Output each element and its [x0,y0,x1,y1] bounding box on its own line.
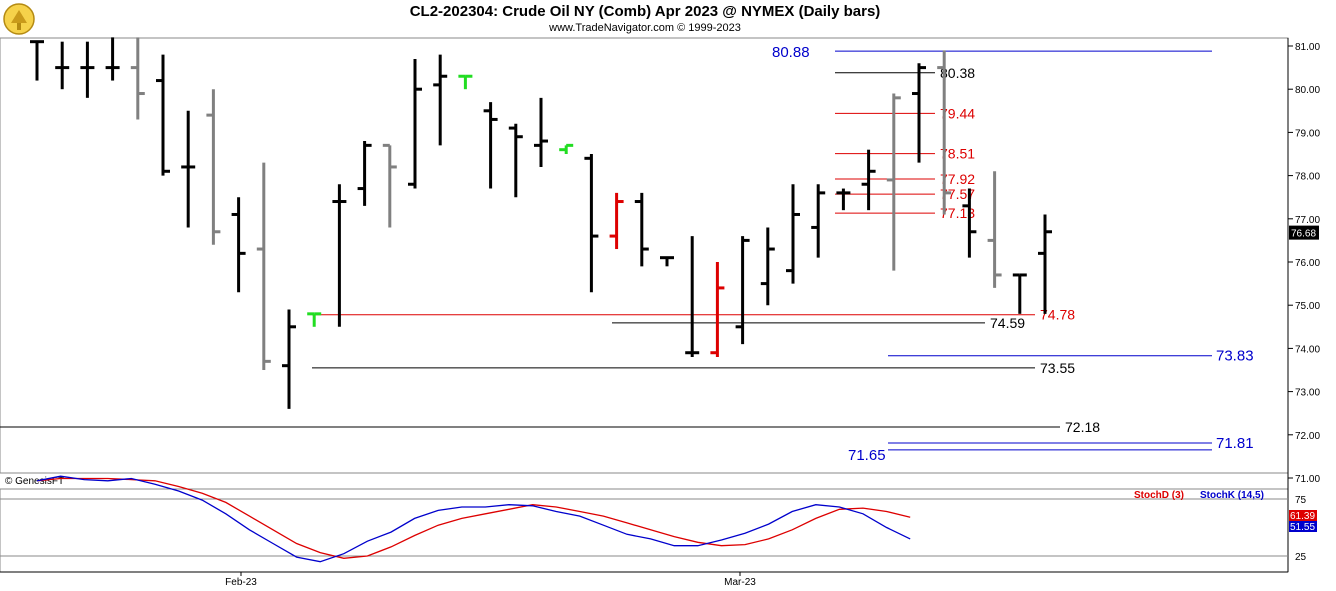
level-label: 71.65 [848,447,886,464]
stoch-k-last-label: 51.55 [1290,522,1315,533]
legend-stoch-d: StochD (3) [1134,490,1184,501]
level-label: 72.18 [1065,419,1100,435]
level-label: 77.57 [940,186,975,202]
price-axis: 71.00 72.00 73.00 74.00 75.00 76.00 77.00 78.00… [1288,42,1320,485]
last-price-label: 76.68 [1291,229,1316,240]
price-tick-label: 76.00 [1295,258,1320,269]
date-tick-label: Feb-23 [225,577,257,588]
stochastic-tick-label: 25 [1295,552,1307,563]
stoch-k-last-box [1289,521,1317,532]
stochastic-tick-label: 75 [1295,495,1307,506]
price-panel-frame [0,37,1289,474]
date-tick-label: Mar-23 [724,577,756,588]
chart-header: CL2-202304: Crude Oil NY (Comb) Apr 2023… [0,0,1290,38]
price-tick-label: 77.00 [1295,215,1320,226]
level-label: 74.59 [990,315,1025,331]
chart-subtitle: www.TradeNavigator.com © 1999-2023 [549,22,741,34]
level-label: 77.92 [940,171,975,187]
level-label: 71.81 [1216,435,1254,452]
level-label: 74.78 [1040,307,1075,323]
level-label: 77.13 [940,205,975,221]
price-tick-label: 72.00 [1295,431,1320,442]
price-tick-label: 80.00 [1295,85,1320,96]
level-label: 80.38 [940,65,975,81]
chart-title: CL2-202304: Crude Oil NY (Comb) Apr 2023… [409,3,881,20]
last-price-box [1289,225,1319,240]
price-tick-label: 73.00 [1295,388,1320,399]
date-axis: Feb-23 Mar-23 [0,571,1288,588]
price-tick-label: 75.00 [1295,301,1320,312]
legend-stoch-k: StochK (14,5) [1200,490,1264,501]
level-label: 73.83 [1216,348,1254,365]
price-tick-label: 81.00 [1295,42,1320,53]
genesis-watermark: © GenesisFT [5,476,64,487]
stochastic-line-k [36,475,911,563]
ohlc-bars [30,37,1052,409]
level-label: 79.44 [940,105,975,121]
level-label: 80.88 [772,44,810,61]
level-label: 73.55 [1040,360,1075,376]
level-label: 78.51 [940,146,975,162]
stochastic-line-d [36,477,911,559]
stoch-d-last-label: 61.39 [1290,511,1315,522]
price-tick-label: 71.00 [1295,474,1320,485]
price-tick-label: 78.00 [1295,172,1320,183]
price-tick-label: 79.00 [1295,128,1320,139]
price-tick-label: 74.00 [1295,344,1320,355]
stochastic-panel-frame [0,488,1289,573]
genesis-logo-icon [3,3,35,35]
stoch-d-last-box [1289,510,1317,521]
